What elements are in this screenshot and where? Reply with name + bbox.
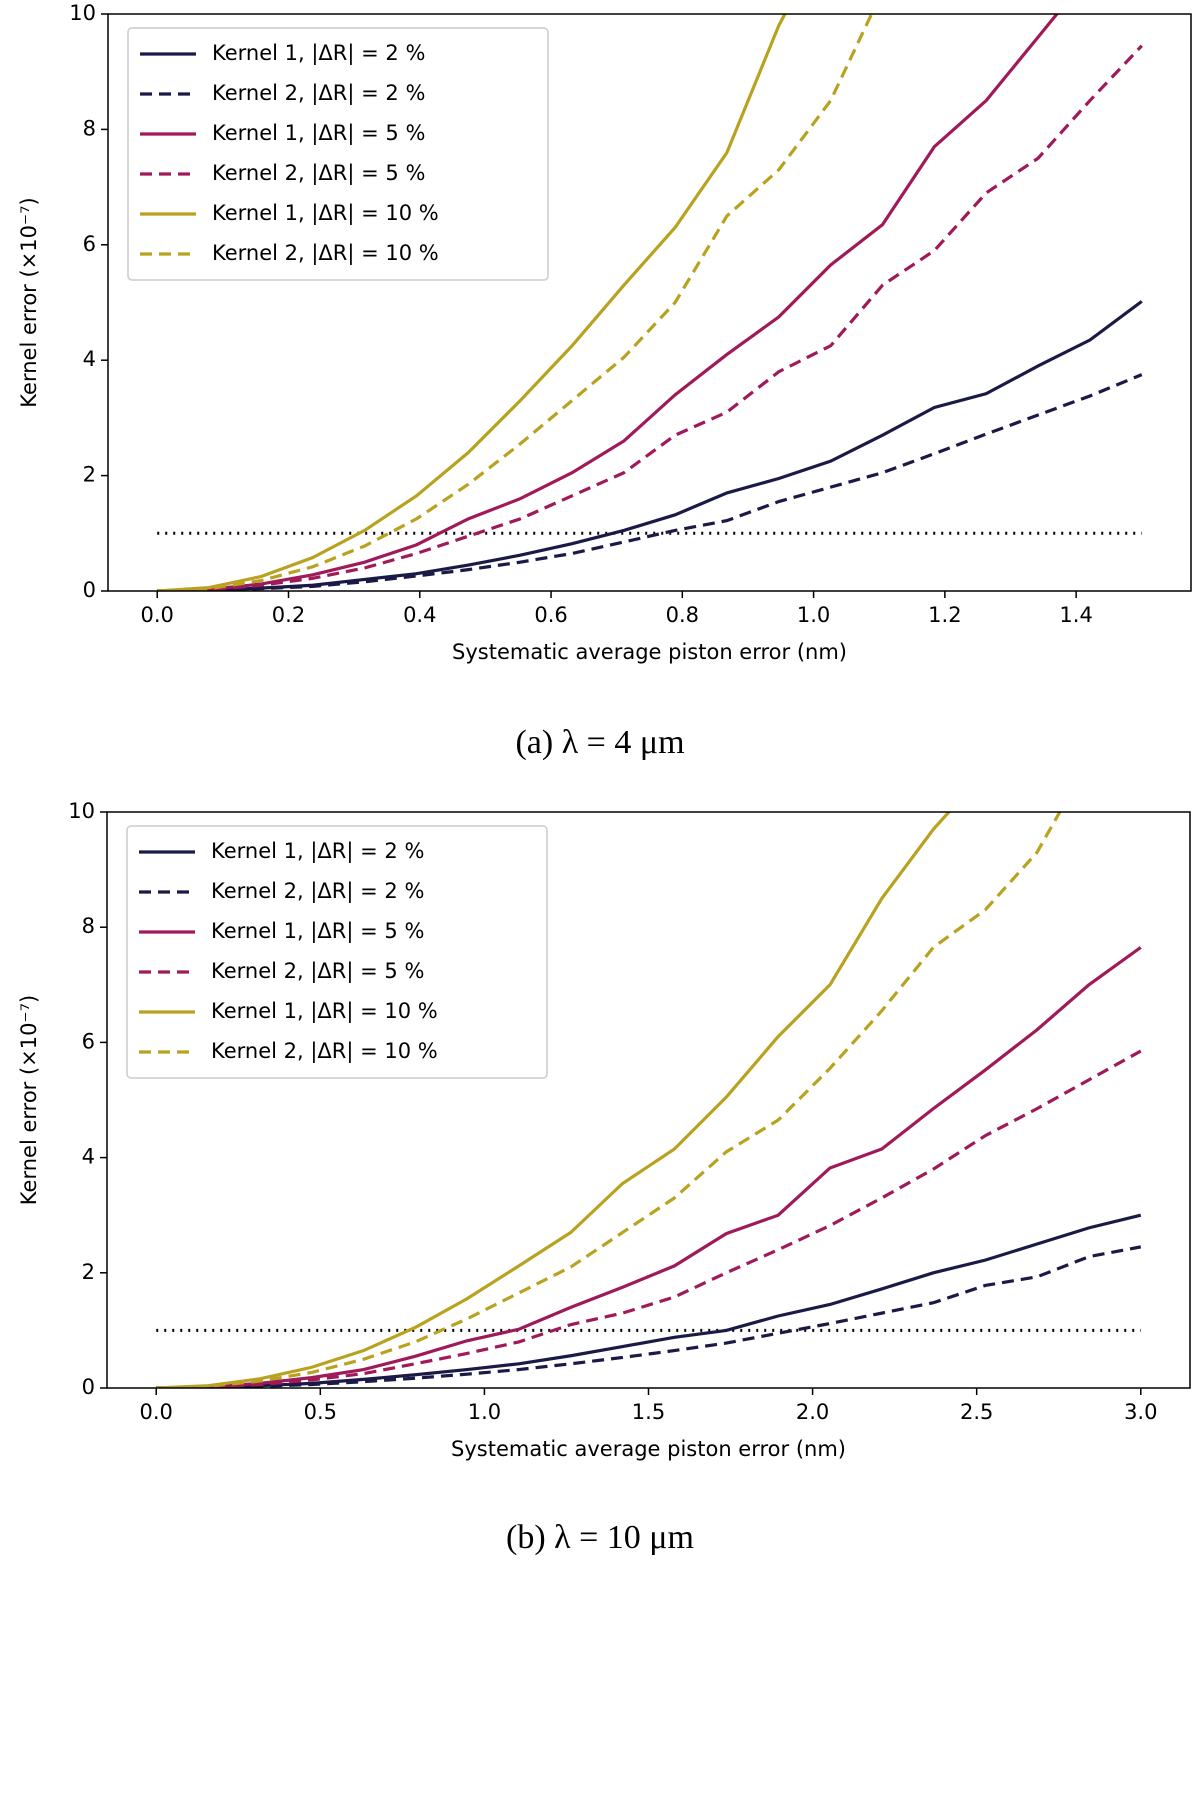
x-tick-label: 0.2 <box>272 603 305 627</box>
series-line <box>157 14 787 591</box>
legend-label: Kernel 2, |ΔR| = 10 % <box>212 241 439 266</box>
y-tick-label: 2 <box>83 463 96 487</box>
legend-label: Kernel 2, |ΔR| = 2 % <box>212 81 425 106</box>
x-tick-label: 0.0 <box>140 1400 173 1424</box>
y-tick-label: 0 <box>82 1375 95 1399</box>
x-axis-label: Systematic average piston error (nm) <box>451 1437 846 1461</box>
x-tick-label: 3.0 <box>1124 1400 1157 1424</box>
x-tick-label: 2.0 <box>796 1400 829 1424</box>
x-tick-label: 2.5 <box>960 1400 993 1424</box>
legend-label: Kernel 1, |ΔR| = 2 % <box>212 41 425 66</box>
y-axis-label: Kernel error (×10⁻⁷) <box>17 197 41 407</box>
series-line <box>157 300 1143 591</box>
y-tick-label: 0 <box>83 578 96 602</box>
x-tick-label: 0.0 <box>141 603 174 627</box>
series-line <box>156 812 1062 1388</box>
x-tick-label: 0.5 <box>304 1400 337 1424</box>
legend-label: Kernel 2, |ΔR| = 10 % <box>211 1039 438 1064</box>
y-tick-label: 6 <box>83 232 96 256</box>
series-line <box>156 946 1142 1388</box>
legend-label: Kernel 2, |ΔR| = 5 % <box>211 959 424 984</box>
x-tick-label: 0.8 <box>666 603 699 627</box>
legend-label: Kernel 1, |ΔR| = 10 % <box>212 201 439 226</box>
legend-label: Kernel 1, |ΔR| = 2 % <box>211 839 424 864</box>
legend-label: Kernel 1, |ΔR| = 5 % <box>212 121 425 146</box>
plot-frame <box>106 811 1191 1389</box>
x-tick-label: 1.4 <box>1059 603 1092 627</box>
series-line <box>157 44 1143 591</box>
x-tick-label: 1.0 <box>797 603 830 627</box>
x-tick-label: 0.6 <box>534 603 567 627</box>
y-tick-label: 4 <box>82 1145 95 1169</box>
y-axis-label: Kernel error (×10⁻⁷) <box>17 995 41 1205</box>
caption: (b) λ = 10 μm <box>506 1519 694 1556</box>
legend-label: Kernel 1, |ΔR| = 5 % <box>211 919 424 944</box>
series-line <box>157 373 1143 591</box>
caption: (a) λ = 4 μm <box>515 724 684 761</box>
x-tick-label: 0.4 <box>403 603 436 627</box>
x-tick-label: 1.5 <box>632 1400 665 1424</box>
x-tick-label: 1.0 <box>468 1400 501 1424</box>
legend-label: Kernel 1, |ΔR| = 10 % <box>211 999 438 1024</box>
y-tick-label: 4 <box>83 347 96 371</box>
x-axis-label: Systematic average piston error (nm) <box>452 640 847 664</box>
x-tick-label: 1.2 <box>928 603 961 627</box>
y-tick-label: 8 <box>82 914 95 938</box>
y-tick-label: 2 <box>82 1260 95 1284</box>
series-line <box>156 1213 1142 1388</box>
y-tick-label: 10 <box>69 1 96 25</box>
y-tick-label: 10 <box>68 799 95 823</box>
legend-box <box>126 825 548 1079</box>
series-line <box>156 1049 1142 1388</box>
plot-lines <box>156 812 1142 1388</box>
series-line <box>156 812 952 1388</box>
y-tick-label: 6 <box>82 1029 95 1053</box>
plot-frame <box>107 13 1192 592</box>
series-line <box>157 14 874 591</box>
series-line <box>156 1245 1142 1388</box>
legend-label: Kernel 2, |ΔR| = 5 % <box>212 161 425 186</box>
legend-box <box>127 27 549 281</box>
legend-label: Kernel 2, |ΔR| = 2 % <box>211 879 424 904</box>
series-line <box>157 14 1059 591</box>
y-tick-label: 8 <box>83 116 96 140</box>
plot-lines <box>157 14 1143 591</box>
